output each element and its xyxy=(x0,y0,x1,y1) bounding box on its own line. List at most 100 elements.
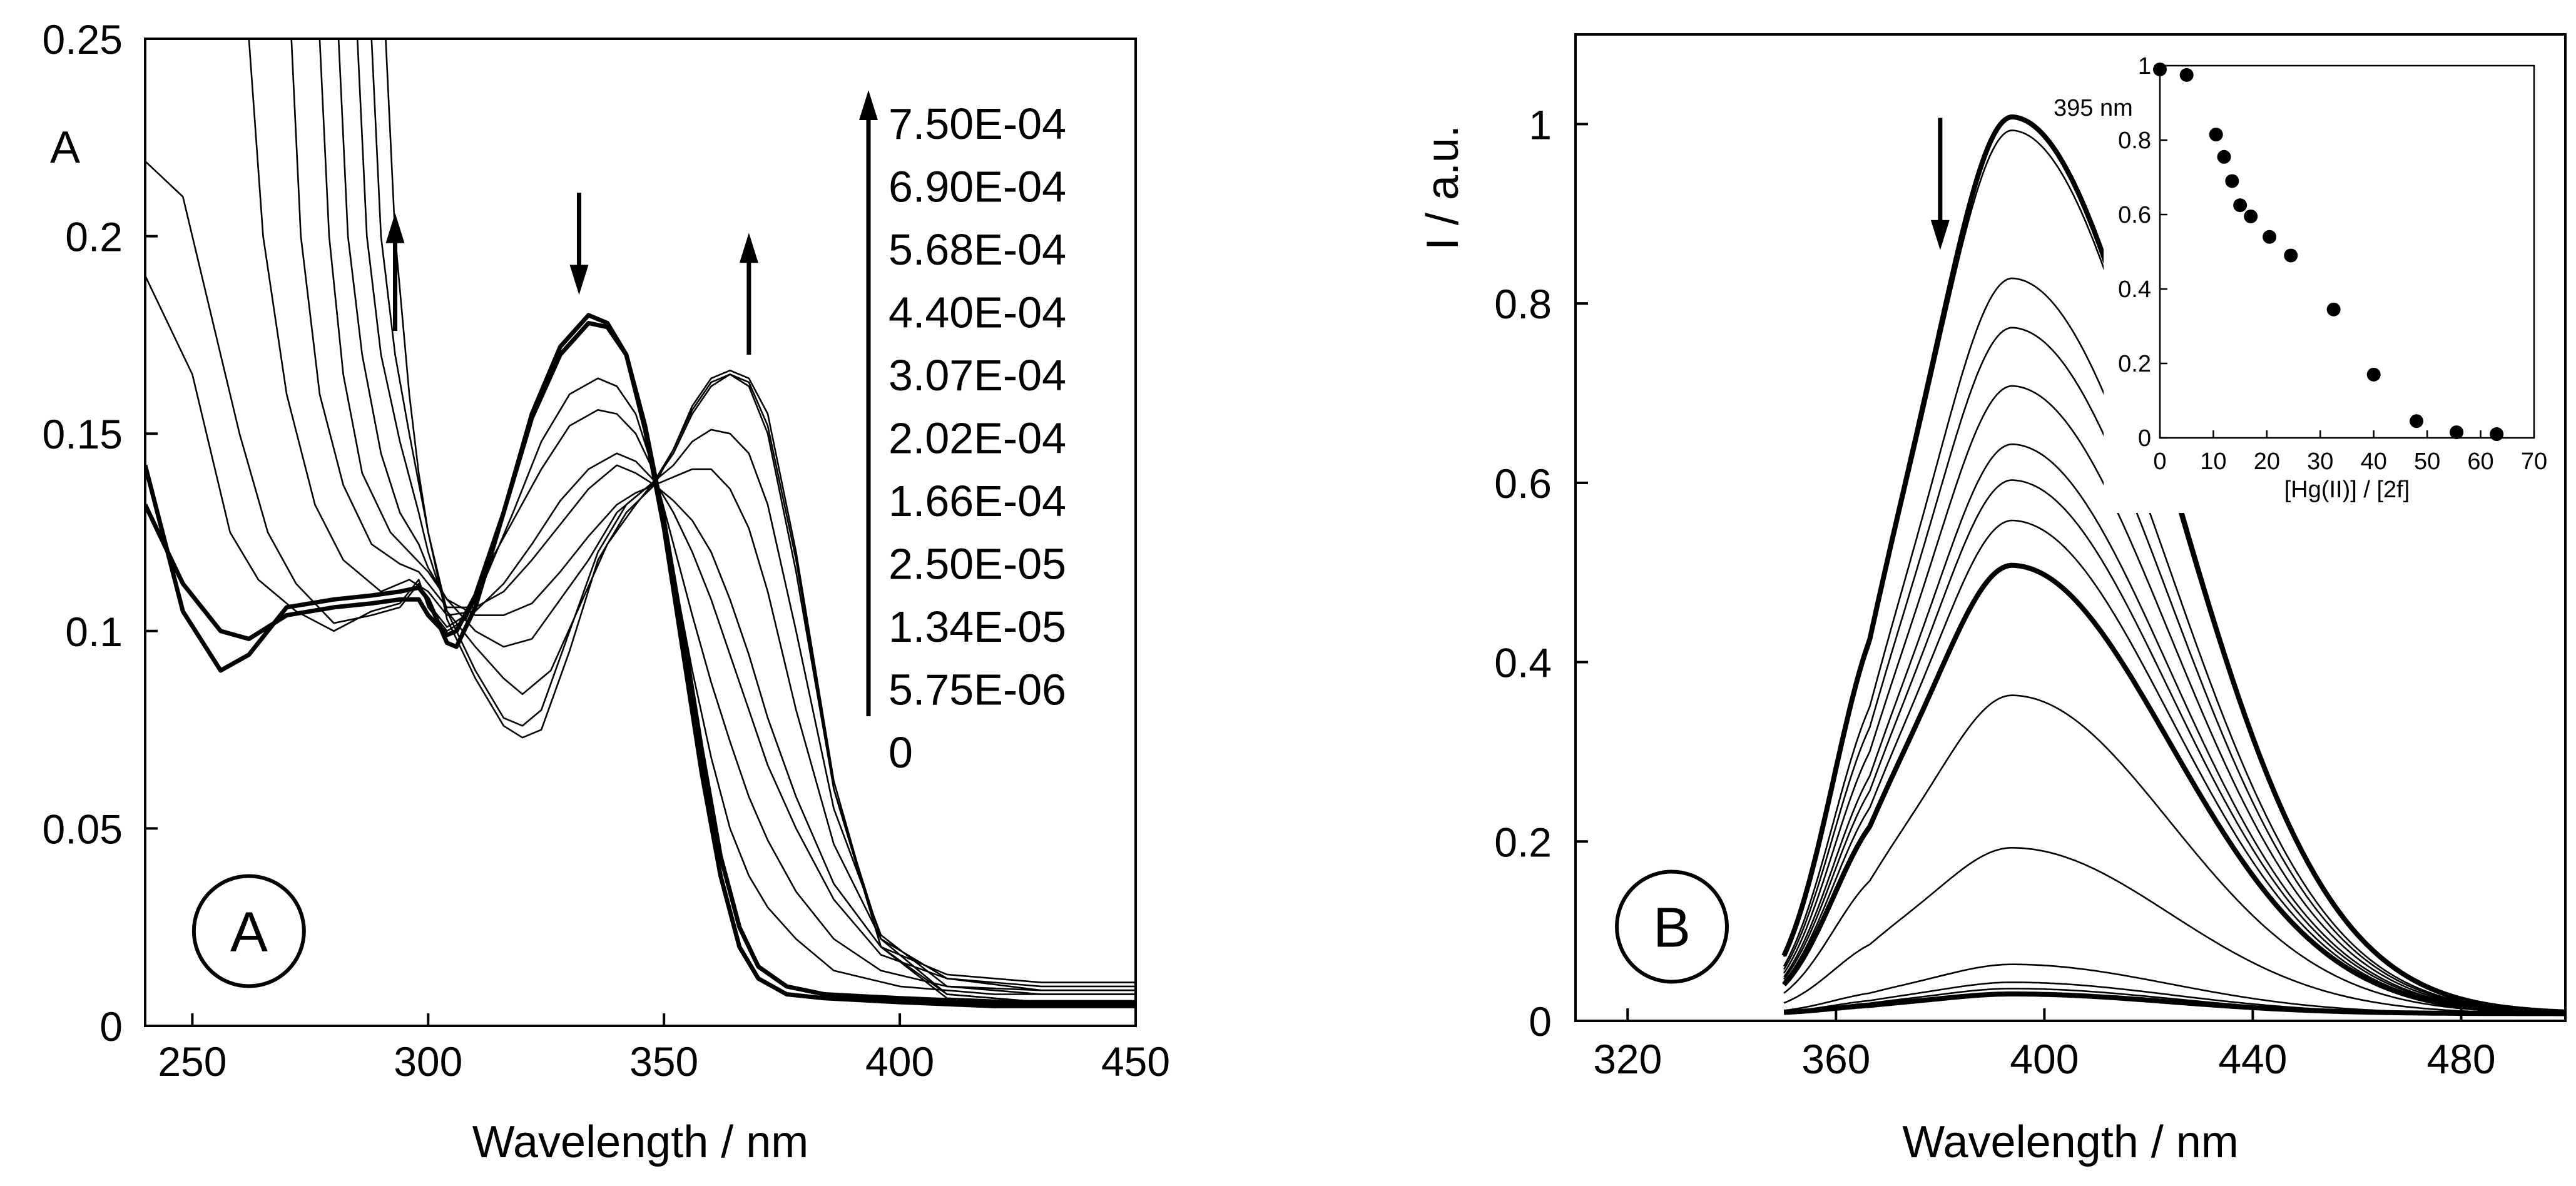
panel-a-y-axis-title: A xyxy=(50,123,80,173)
panel-b-x-tick-label: 480 xyxy=(2426,1036,2495,1082)
legend-entry: 7.50E-04 xyxy=(888,99,1066,148)
panel-b-label: B xyxy=(1653,896,1691,959)
spectrum-line-5.75E-06 xyxy=(145,321,1136,1005)
inset-data-point xyxy=(2153,62,2167,76)
spectrum-line-2.50E-05 xyxy=(145,160,1136,991)
panel-a-x-tick-label: 250 xyxy=(158,1038,227,1085)
inset-y-tick-label: 0 xyxy=(2138,425,2151,452)
inset-data-point xyxy=(2209,128,2223,142)
legend-entry: 1.66E-04 xyxy=(888,477,1066,525)
panel-a-plot-frame xyxy=(144,38,1137,1027)
panel-a-x-tick-label: 400 xyxy=(865,1038,934,1085)
panel-a-x-axis-title: Wavelength / nm xyxy=(472,1117,809,1167)
spectrum-line-7.50E-04 xyxy=(385,39,1136,1003)
spectrum-line-0 xyxy=(145,313,1136,1008)
spectrum-line-1.34E-05 xyxy=(145,275,1136,995)
panel-a-x-tick-label: 350 xyxy=(629,1038,698,1085)
inset-data-point xyxy=(2244,209,2258,223)
legend-entry: 5.75E-06 xyxy=(888,666,1066,714)
legend-entry: 6.90E-04 xyxy=(888,163,1066,211)
panel-b-y-tick-label: 1 xyxy=(1529,101,1552,148)
panel-b-x-tick-label: 320 xyxy=(1593,1036,1662,1082)
emission-line-I5 xyxy=(1783,385,2565,1013)
panel-a-label: A xyxy=(230,901,268,964)
legend-entry: 2.50E-05 xyxy=(888,540,1066,589)
legend-entry: 0 xyxy=(888,728,913,777)
panel-a-y-tick-label: 0.05 xyxy=(43,806,123,852)
panel-b-trend-arrow-1-head xyxy=(1930,220,1950,250)
panel-b-x-tick-label: 440 xyxy=(2218,1036,2287,1082)
inset-y-tick-label: 0.6 xyxy=(2118,202,2151,228)
panel-b-y-tick-label: 0.2 xyxy=(1494,819,1552,865)
inset-x-tick-label: 10 xyxy=(2200,449,2226,475)
panel-a-y-tick-label: 0 xyxy=(99,1003,123,1050)
inset-x-tick-label: 30 xyxy=(2307,449,2333,475)
legend-entry: 4.40E-04 xyxy=(888,288,1066,337)
inset-y-axis-title: 395 nm xyxy=(2054,95,2133,121)
inset-x-tick-label: 70 xyxy=(2521,449,2547,475)
inset-y-tick-label: 0.8 xyxy=(2118,128,2151,154)
panel-a-label-circle xyxy=(191,874,306,988)
emission-line-I9 xyxy=(1782,562,2565,1016)
inset-data-point xyxy=(2366,367,2381,382)
panel-b-plot-frame xyxy=(1574,33,2567,1022)
panel-b-x-tick-label: 360 xyxy=(1801,1036,1870,1082)
inset-x-tick-label: 60 xyxy=(2467,449,2493,475)
emission-line-I15 xyxy=(1783,991,2565,1016)
inset-x-tick-label: 50 xyxy=(2414,449,2440,475)
legend-entry: 2.02E-04 xyxy=(888,414,1066,463)
inset-y-tick-label: 1 xyxy=(2138,53,2151,79)
panel-b-y-tick-label: 0 xyxy=(1529,998,1552,1045)
spectrum-line-2.02E-04 xyxy=(290,39,1136,983)
panel-a-spectra xyxy=(145,39,1136,1008)
inset-x-tick-label: 40 xyxy=(2361,449,2387,475)
panel-b-y-axis-title: I / a.u. xyxy=(1418,125,1468,250)
emission-line-I3 xyxy=(1783,277,2565,1013)
inset-data-point xyxy=(2233,198,2248,213)
spectrum-line-3.07E-04 xyxy=(318,39,1136,991)
spectrum-line-1.66E-04 xyxy=(248,39,1136,988)
panel-b-y-tick-label: 0.8 xyxy=(1494,281,1552,327)
panel-a-x-tick-label: 450 xyxy=(1101,1038,1170,1085)
panel-b-label-circle xyxy=(1615,869,1729,984)
inset-data-point xyxy=(2217,150,2231,164)
legend-entry: 3.07E-04 xyxy=(888,351,1066,400)
inset-plot-frame xyxy=(2159,64,2535,439)
inset-y-tick-label: 0.4 xyxy=(2118,276,2151,303)
panel-b-y-tick-label: 0.6 xyxy=(1494,460,1552,507)
inset-data-point xyxy=(2450,425,2464,440)
panel-a-y-tick-label: 0.15 xyxy=(43,411,123,457)
inset-data-point xyxy=(2490,427,2504,442)
panel-a-x-tick-label: 300 xyxy=(394,1038,462,1085)
emission-line-I6 xyxy=(1783,443,2565,1014)
inset-data-point xyxy=(2326,302,2341,317)
panel-b-y-tick-label: 0.4 xyxy=(1494,640,1552,686)
panel-b-x-tick-label: 400 xyxy=(2010,1036,2079,1082)
inset-data-point xyxy=(2179,68,2194,82)
inset-background xyxy=(2104,53,2547,513)
inset-x-tick-label: 20 xyxy=(2254,449,2280,475)
panel-a-y-tick-label: 0.25 xyxy=(43,16,123,63)
inset-x-axis-title: [Hg(II)] / [2f] xyxy=(2284,477,2410,503)
legend-entry: 5.68E-04 xyxy=(888,225,1066,274)
panel-a-trend-arrow-2-head xyxy=(569,265,589,295)
panel-a-y-tick-label: 0.1 xyxy=(65,609,123,655)
inset-x-tick-label: 0 xyxy=(2153,449,2166,475)
emission-line-I11 xyxy=(1783,847,2565,1015)
panel-b-x-axis-title: Wavelength / nm xyxy=(1902,1117,2239,1167)
legend-entry: 1.34E-05 xyxy=(888,602,1066,651)
inset-data-point xyxy=(2284,248,2298,263)
inset-data-point xyxy=(2263,230,2277,244)
legend-arrow-head xyxy=(859,90,878,120)
panel-a-trend-arrow-3-head xyxy=(739,233,758,263)
panel-a-y-tick-label: 0.2 xyxy=(65,214,123,260)
panel-a: 250 300 350 400 450 0 0.05 0.1 0.15 0.2 0.25 A Wavel… xyxy=(43,16,1171,1167)
inset-y-tick-label: 0.2 xyxy=(2118,351,2151,377)
inset-data-point xyxy=(2410,414,2424,428)
inset-data-point xyxy=(2225,174,2239,188)
emission-line-I10 xyxy=(1783,694,2565,1014)
emission-line-I4 xyxy=(1783,327,2565,1013)
panel-a-trend-arrow-1-head xyxy=(385,213,405,243)
